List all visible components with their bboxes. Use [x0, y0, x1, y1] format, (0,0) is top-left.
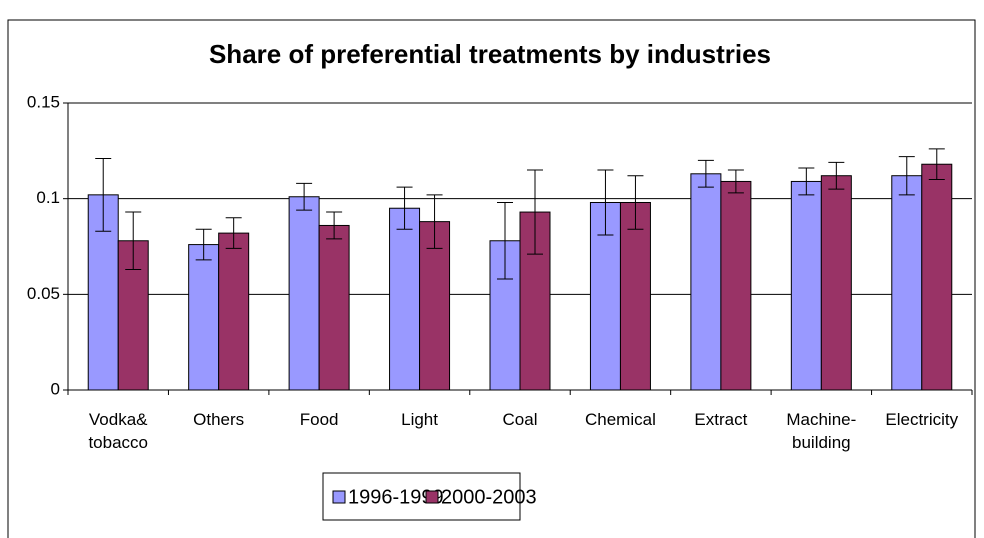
- legend-swatch: [425, 490, 439, 504]
- error-bar: [326, 211, 343, 240]
- error-bar: [225, 217, 242, 249]
- bar: [720, 180, 752, 391]
- error-bar: [396, 186, 413, 230]
- error-bar: [627, 175, 644, 230]
- bar: [318, 224, 350, 391]
- legend-label: 1996-1999: [348, 486, 444, 508]
- legend: [322, 472, 521, 521]
- x-tick-label: Light: [401, 410, 438, 429]
- error-bar: [727, 169, 744, 194]
- bar: [389, 207, 421, 391]
- y-tick-label: 0.05: [27, 284, 60, 303]
- error-bar: [95, 157, 112, 232]
- bar: [921, 163, 953, 391]
- error-bar: [798, 167, 815, 196]
- bar: [619, 201, 651, 391]
- x-tick-label: Food: [299, 410, 339, 429]
- y-tick-label: 0: [51, 379, 60, 398]
- error-bar: [828, 161, 845, 190]
- bar: [218, 232, 250, 391]
- x-tick-label: Chemical: [585, 410, 656, 429]
- error-bar: [195, 228, 212, 261]
- y-tick-label: 0.15: [27, 92, 60, 111]
- bar: [891, 175, 923, 391]
- y-tick-label: 0.1: [36, 188, 60, 207]
- x-tick-label: Machine- building: [786, 410, 857, 452]
- x-tick-label: Coal: [502, 410, 538, 429]
- legend-swatch: [332, 490, 346, 504]
- error-bar: [426, 194, 443, 249]
- bar: [419, 221, 451, 391]
- error-bar: [898, 156, 915, 196]
- x-tick-label: Vodka& tobacco: [88, 410, 148, 452]
- error-bar: [527, 169, 543, 255]
- error-bar: [125, 211, 142, 270]
- bar: [790, 180, 822, 391]
- legend-label: 2000-2003: [441, 486, 537, 508]
- error-bar: [597, 169, 614, 236]
- x-tick-label: Others: [193, 410, 245, 429]
- error-bar: [928, 148, 945, 181]
- error-bar: [497, 201, 513, 280]
- chart-title: Share of preferential treatments by indu…: [209, 39, 771, 69]
- bar: [188, 244, 220, 391]
- bar: [820, 175, 852, 391]
- error-bar: [697, 159, 714, 188]
- bar: [690, 173, 722, 391]
- error-bar: [296, 182, 313, 211]
- x-tick-label: Electricity: [885, 410, 959, 429]
- bar: [288, 196, 320, 391]
- x-tick-label: Extract: [694, 410, 748, 429]
